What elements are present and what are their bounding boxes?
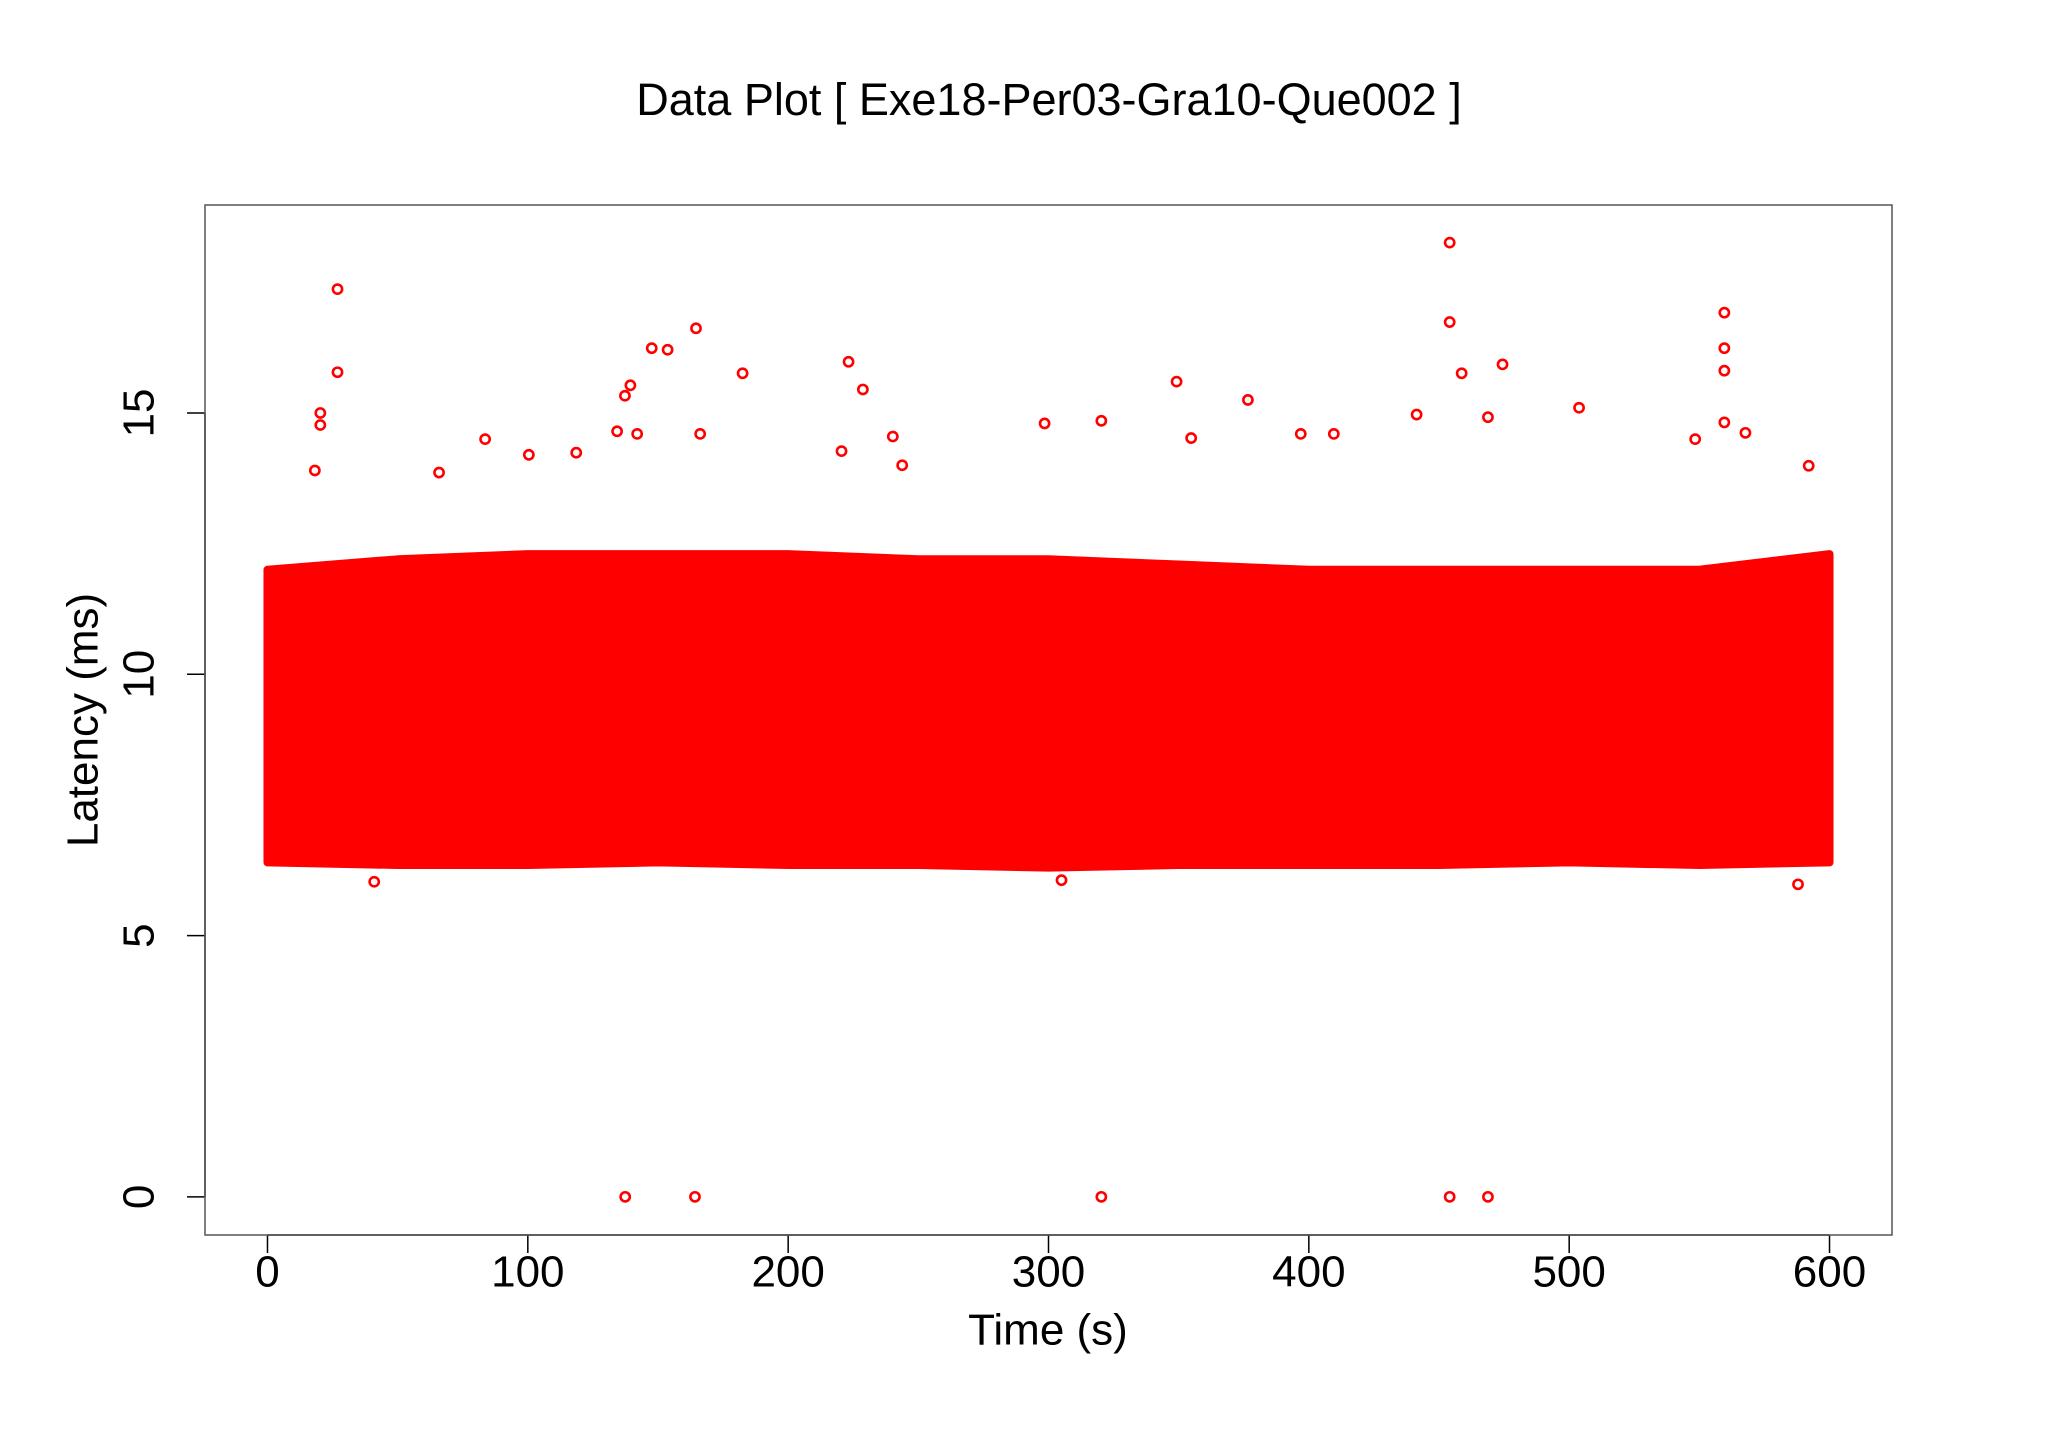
data-point xyxy=(661,343,674,356)
data-point xyxy=(314,407,327,419)
x-axis-label: Time (s) xyxy=(968,1306,1128,1355)
data-point xyxy=(1718,364,1731,377)
data-point xyxy=(886,430,899,443)
data-point xyxy=(479,433,492,446)
data-point xyxy=(1242,394,1254,406)
data-point xyxy=(1496,358,1509,371)
x-tick-label: 300 xyxy=(1012,1248,1085,1297)
data-point xyxy=(1443,236,1456,249)
data-point xyxy=(645,342,658,355)
data-point xyxy=(1792,878,1804,891)
x-tick-label: 100 xyxy=(491,1248,564,1297)
y-axis-label: Latency (ms) xyxy=(59,593,108,847)
dense-point-band xyxy=(263,550,1834,872)
data-point xyxy=(1455,367,1468,380)
data-point xyxy=(1410,408,1423,421)
data-point xyxy=(314,419,327,431)
y-tick-label: 15 xyxy=(115,389,164,438)
x-tick-label: 0 xyxy=(255,1248,279,1297)
data-point xyxy=(331,366,344,379)
data-point xyxy=(689,1190,701,1203)
y-tick-label: 0 xyxy=(115,1185,164,1209)
data-point xyxy=(1038,417,1051,430)
data-point xyxy=(694,427,707,440)
y-tick-label: 5 xyxy=(115,923,164,947)
data-point xyxy=(1573,401,1585,414)
data-point xyxy=(1718,342,1731,355)
data-point xyxy=(1443,1190,1456,1203)
data-point xyxy=(1718,306,1731,319)
x-tick-label: 400 xyxy=(1272,1248,1345,1297)
data-point xyxy=(522,448,535,461)
data-point xyxy=(611,425,624,438)
data-point xyxy=(1802,459,1815,472)
data-point xyxy=(433,466,445,479)
data-point xyxy=(1443,316,1456,328)
data-point xyxy=(736,367,749,380)
data-point xyxy=(1482,1190,1494,1203)
x-tick-label: 200 xyxy=(751,1248,824,1297)
data-point xyxy=(624,379,637,392)
data-point xyxy=(1689,433,1702,446)
data-point xyxy=(308,464,321,477)
data-point xyxy=(1718,416,1731,429)
data-point xyxy=(331,283,344,296)
data-point xyxy=(368,875,381,888)
x-tick-label: 500 xyxy=(1532,1248,1605,1297)
chart-title: Data Plot [ Exe18-Per03-Gra10-Que002 ] xyxy=(636,74,1461,125)
data-point xyxy=(1055,874,1068,887)
x-tick-label: 600 xyxy=(1793,1248,1866,1297)
data-point xyxy=(842,355,855,368)
data-point xyxy=(1095,414,1108,427)
data-point xyxy=(1739,426,1752,439)
data-point xyxy=(690,322,702,335)
data-point xyxy=(631,427,644,440)
data-point xyxy=(570,446,583,459)
data-point xyxy=(619,389,631,402)
data-point xyxy=(1170,375,1183,388)
data-point xyxy=(856,383,869,396)
data-point xyxy=(1327,427,1340,440)
plot-frame xyxy=(204,204,1893,1236)
data-point xyxy=(1185,432,1198,444)
data-point xyxy=(619,1190,632,1203)
data-point xyxy=(1294,427,1307,440)
data-point xyxy=(1095,1190,1108,1203)
data-point xyxy=(1482,411,1494,424)
data-point xyxy=(896,459,909,472)
y-tick-label: 10 xyxy=(115,650,164,699)
data-point xyxy=(835,445,848,458)
